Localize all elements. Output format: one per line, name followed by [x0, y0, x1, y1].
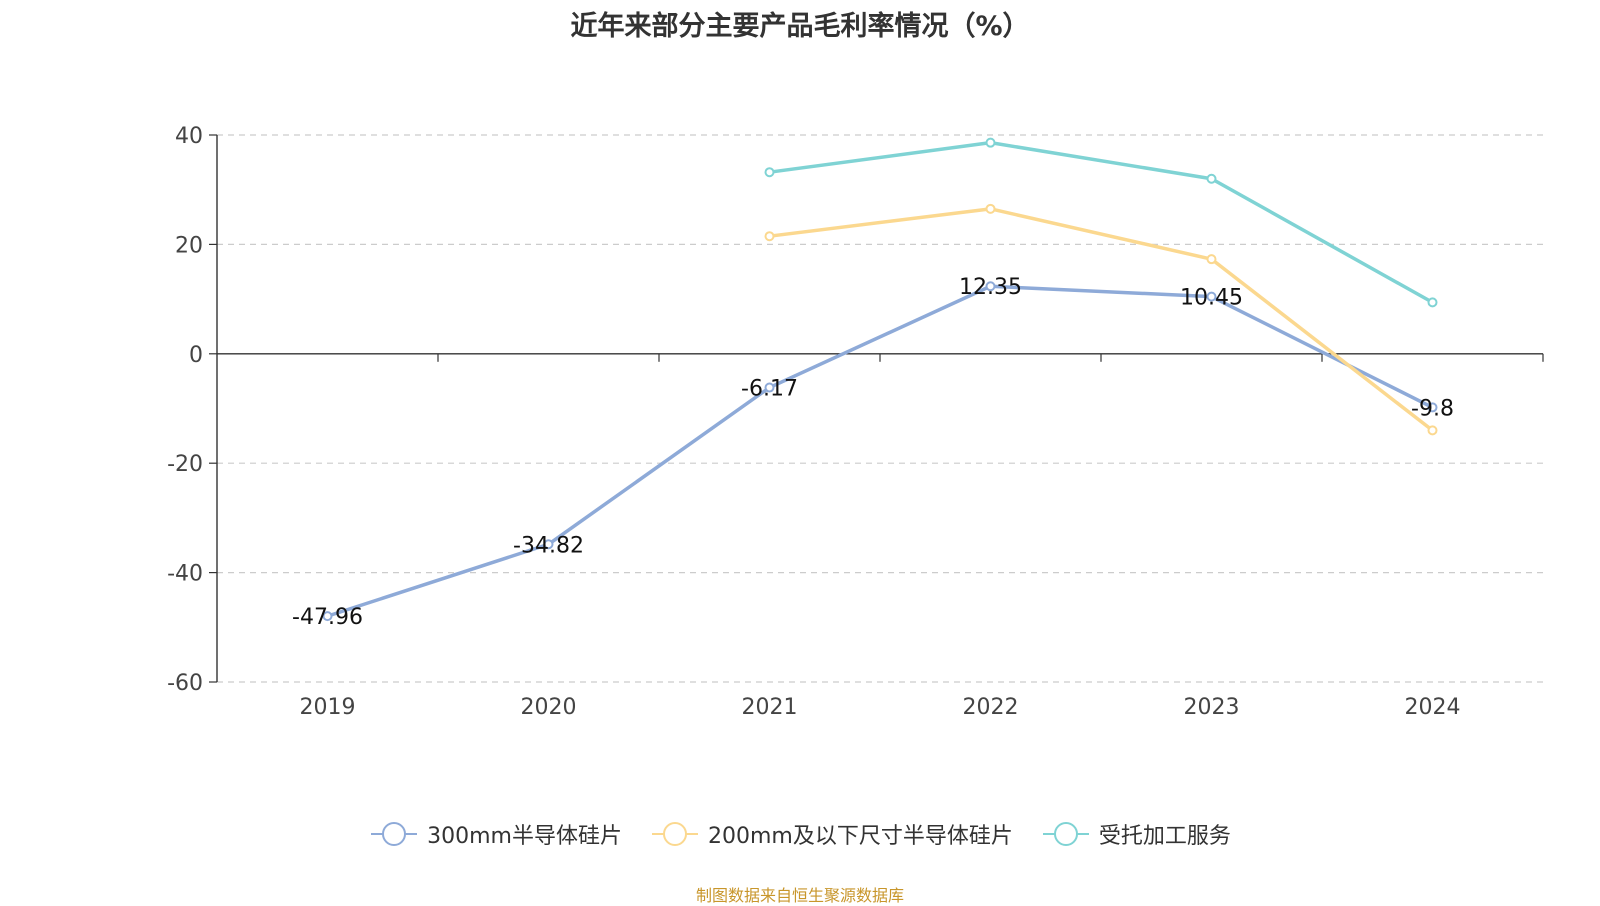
data-point [985, 137, 996, 148]
data-point [1427, 297, 1438, 308]
legend-label: 受托加工服务 [1098, 824, 1231, 849]
data-label: -47.96 [292, 605, 363, 630]
data-label: 12.35 [959, 275, 1022, 300]
data-point [1427, 425, 1438, 436]
legend-label: 200mm及以下尺寸半导体硅片 [707, 824, 1013, 849]
data-point [322, 611, 333, 622]
x-tick-label: 2023 [1184, 695, 1240, 720]
data-point [764, 167, 775, 178]
x-tick-label: 2020 [521, 695, 577, 720]
axes: 40 20 0 -20 -40 -60 2019 2020 2021 2022 2023 2024 [167, 124, 1544, 720]
chart-title: 近年来部分主要产品毛利率情况（%） [570, 11, 1030, 42]
legend-item[interactable]: 受托加工服务 [1041, 818, 1231, 850]
y-tick-label: -60 [167, 671, 203, 696]
series-line-2 [769, 207, 1434, 432]
data-point [985, 203, 996, 214]
data-point [764, 231, 775, 242]
y-tick-label: 20 [175, 233, 203, 258]
x-tick-label: 2024 [1405, 695, 1461, 720]
y-tick-label: -40 [167, 562, 203, 587]
legend-item[interactable]: 300mm半导体硅片 [369, 818, 622, 850]
legend-marker-icon [371, 822, 418, 846]
x-tick-label: 2021 [742, 695, 798, 720]
y-tick-label: 40 [175, 124, 203, 149]
source-note: 制图数据来自恒生聚源数据库 [695, 886, 904, 905]
series-line-3 [769, 140, 1434, 304]
data-labels: -47.96 -34.82 -6.17 12.35 10.45 -9.8 [292, 275, 1454, 630]
data-point [1206, 291, 1217, 302]
legend: 300mm半导体硅片 200mm及以下尺寸半导体硅片 受托加工服务 [0, 818, 1600, 850]
legend-marker-icon [651, 822, 698, 846]
data-label: -9.8 [1411, 396, 1454, 421]
grid-lines [217, 134, 1543, 683]
data-label: -34.82 [513, 533, 584, 558]
y-tick-label: -20 [167, 452, 203, 477]
data-label: -6.17 [741, 377, 798, 402]
data-point [1206, 254, 1217, 265]
legend-item[interactable]: 200mm及以下尺寸半导体硅片 [650, 818, 1013, 850]
data-point [543, 539, 554, 550]
legend-label: 300mm半导体硅片 [427, 824, 622, 849]
x-tick-label: 2022 [963, 695, 1019, 720]
series-lines [322, 137, 1438, 622]
data-point [985, 281, 996, 292]
y-tick-label: 0 [189, 343, 203, 368]
x-tick-label: 2019 [300, 695, 356, 720]
data-point [1427, 402, 1438, 413]
legend-marker-icon [1042, 822, 1089, 846]
data-point [764, 382, 775, 393]
data-label: 10.45 [1180, 286, 1243, 311]
data-point [1206, 173, 1217, 184]
series-line-1 [326, 284, 1434, 618]
